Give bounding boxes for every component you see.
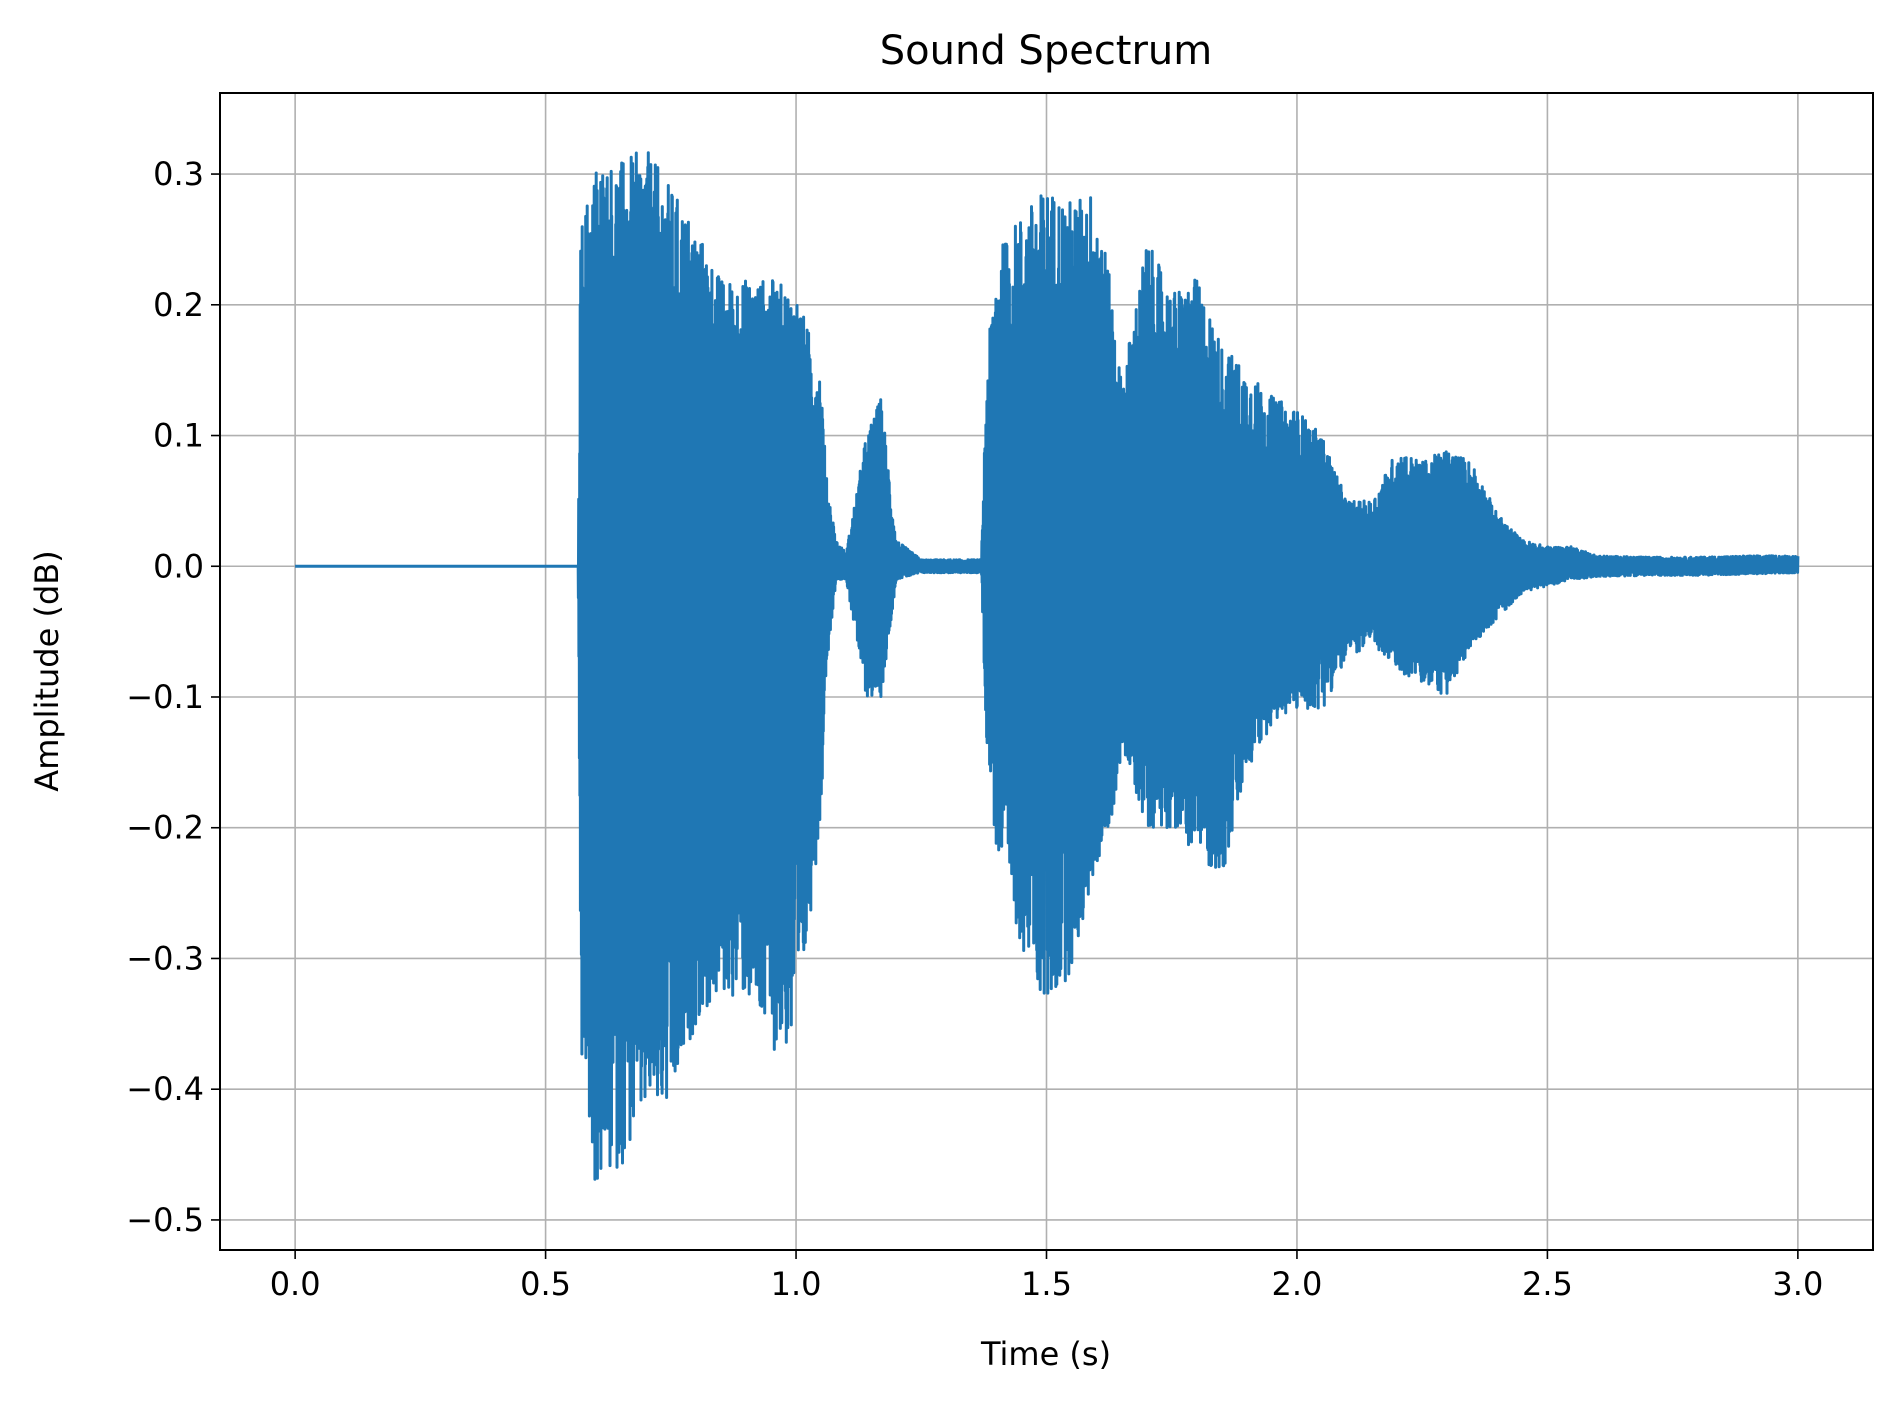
x-tick-label: 1.5 [1021, 1265, 1072, 1303]
x-axis: 0.0 0.5 1.0 1.5 2.0 2.5 3.0 [270, 1250, 1823, 1303]
x-axis-label: Time (s) [980, 1335, 1111, 1373]
y-tick-label: −0.3 [126, 939, 204, 977]
x-tick-label: 0.5 [520, 1265, 571, 1303]
y-tick-label: 0.3 [153, 155, 204, 193]
y-tick-label: −0.4 [126, 1070, 204, 1108]
y-axis-label: Amplitude (dB) [28, 550, 66, 791]
x-tick-label: 0.0 [270, 1265, 321, 1303]
amplitude-line [293, 151, 1800, 1181]
y-tick-label: 0.1 [153, 417, 204, 455]
series-amplitude [293, 151, 1800, 1181]
y-tick-label: 0.0 [153, 547, 204, 585]
y-tick-label: 0.2 [153, 286, 204, 324]
y-tick-label: −0.1 [126, 678, 204, 716]
x-tick-label: 2.5 [1522, 1265, 1573, 1303]
y-tick-label: −0.2 [126, 809, 204, 847]
x-tick-label: 3.0 [1772, 1265, 1823, 1303]
y-axis: 0.3 0.2 0.1 0.0 −0.1 −0.2 −0.3 −0.4 −0.5 [126, 155, 220, 1239]
y-tick-label: −0.5 [126, 1201, 204, 1239]
x-tick-label: 2.0 [1272, 1265, 1323, 1303]
chart-title: Sound Spectrum [880, 28, 1213, 74]
x-tick-label: 1.0 [771, 1265, 822, 1303]
